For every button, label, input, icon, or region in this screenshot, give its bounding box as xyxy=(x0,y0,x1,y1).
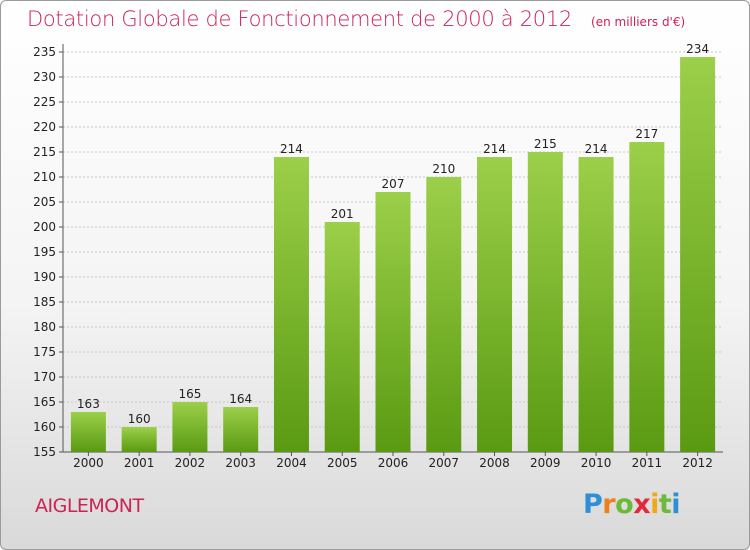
bar-value-label: 214 xyxy=(483,142,506,156)
bar-value-label: 207 xyxy=(382,177,405,191)
bar-2010 xyxy=(578,157,614,452)
y-tick-label: 200 xyxy=(33,220,56,234)
bar-value-label: 163 xyxy=(77,397,100,411)
x-tick-label: 2004 xyxy=(276,456,307,470)
logo-letter: r xyxy=(602,489,616,520)
y-tick-label: 175 xyxy=(33,345,56,359)
y-tick-label: 155 xyxy=(33,445,56,459)
bar-2001 xyxy=(121,427,157,452)
bar-2008 xyxy=(477,157,513,452)
logo-letter: o xyxy=(615,489,634,520)
y-tick-label: 205 xyxy=(33,195,56,209)
x-tick-label: 2011 xyxy=(632,456,663,470)
x-tick-label: 2008 xyxy=(479,456,510,470)
chart-title: Dotation Globale de Fonctionnement de 20… xyxy=(27,7,572,31)
y-tick-label: 230 xyxy=(33,70,56,84)
city-name: AIGLEMONT xyxy=(35,495,144,517)
bar-2011 xyxy=(629,142,665,452)
y-tick-label: 235 xyxy=(33,45,56,59)
bar-value-label: 160 xyxy=(128,412,151,426)
bar-2006 xyxy=(375,192,411,452)
y-tick-label: 225 xyxy=(33,95,56,109)
chart-title-block: Dotation Globale de Fonctionnement de 20… xyxy=(27,7,685,31)
y-tick-label: 180 xyxy=(33,320,56,334)
bar-value-label: 234 xyxy=(686,42,709,56)
bar-2007 xyxy=(426,177,462,452)
x-tick-label: 2001 xyxy=(124,456,155,470)
bars xyxy=(70,57,716,452)
bar-value-label: 215 xyxy=(534,137,557,151)
x-tick-label: 2007 xyxy=(428,456,459,470)
y-tick-label: 160 xyxy=(33,420,56,434)
logo-letter: t xyxy=(658,489,672,520)
logo-letter: x xyxy=(633,489,651,520)
bar-labels: 163 160 165 164 214 201 207 210 214 215 214 217 234 xyxy=(77,42,709,426)
y-tick-label: 165 xyxy=(33,395,56,409)
axes: 155 160 165 170 175 180 185 190 195 200 205 210 215 2… xyxy=(33,44,723,470)
bar-2004 xyxy=(273,157,309,452)
x-tick-label: 2012 xyxy=(682,456,713,470)
bar-2000 xyxy=(70,412,106,452)
bar-2009 xyxy=(527,152,563,452)
logo-letter: i xyxy=(671,489,681,520)
y-tick-label: 215 xyxy=(33,145,56,159)
logo-letter: P xyxy=(583,489,603,520)
y-tick-label: 170 xyxy=(33,370,56,384)
bar-value-label: 217 xyxy=(635,127,658,141)
x-tick-label: 2002 xyxy=(175,456,206,470)
bar-2003 xyxy=(223,407,259,452)
bar-value-label: 214 xyxy=(585,142,608,156)
chart-unit: (en milliers d'€) xyxy=(591,15,686,29)
bar-2012 xyxy=(680,57,716,452)
x-tick-label: 2009 xyxy=(530,456,561,470)
y-tick-label: 195 xyxy=(33,245,56,259)
bar-value-label: 214 xyxy=(280,142,303,156)
x-tick-label: 2006 xyxy=(378,456,409,470)
y-tick-label: 190 xyxy=(33,270,56,284)
y-tick-label: 185 xyxy=(33,295,56,309)
y-tick-label: 220 xyxy=(33,120,56,134)
bar-value-label: 201 xyxy=(331,207,354,221)
x-tick-label: 2000 xyxy=(73,456,104,470)
bar-value-label: 164 xyxy=(229,392,252,406)
x-tick-label: 2010 xyxy=(581,456,612,470)
x-tick-label: 2005 xyxy=(327,456,358,470)
bar-value-label: 210 xyxy=(432,162,455,176)
logo-letter: i xyxy=(650,489,659,520)
x-tick-label: 2003 xyxy=(225,456,256,470)
bar-2002 xyxy=(172,402,208,452)
bar-value-label: 165 xyxy=(178,387,201,401)
bar-2005 xyxy=(324,222,360,452)
proxiti-logo: Proxiti xyxy=(583,489,681,520)
y-tick-label: 210 xyxy=(33,170,56,184)
